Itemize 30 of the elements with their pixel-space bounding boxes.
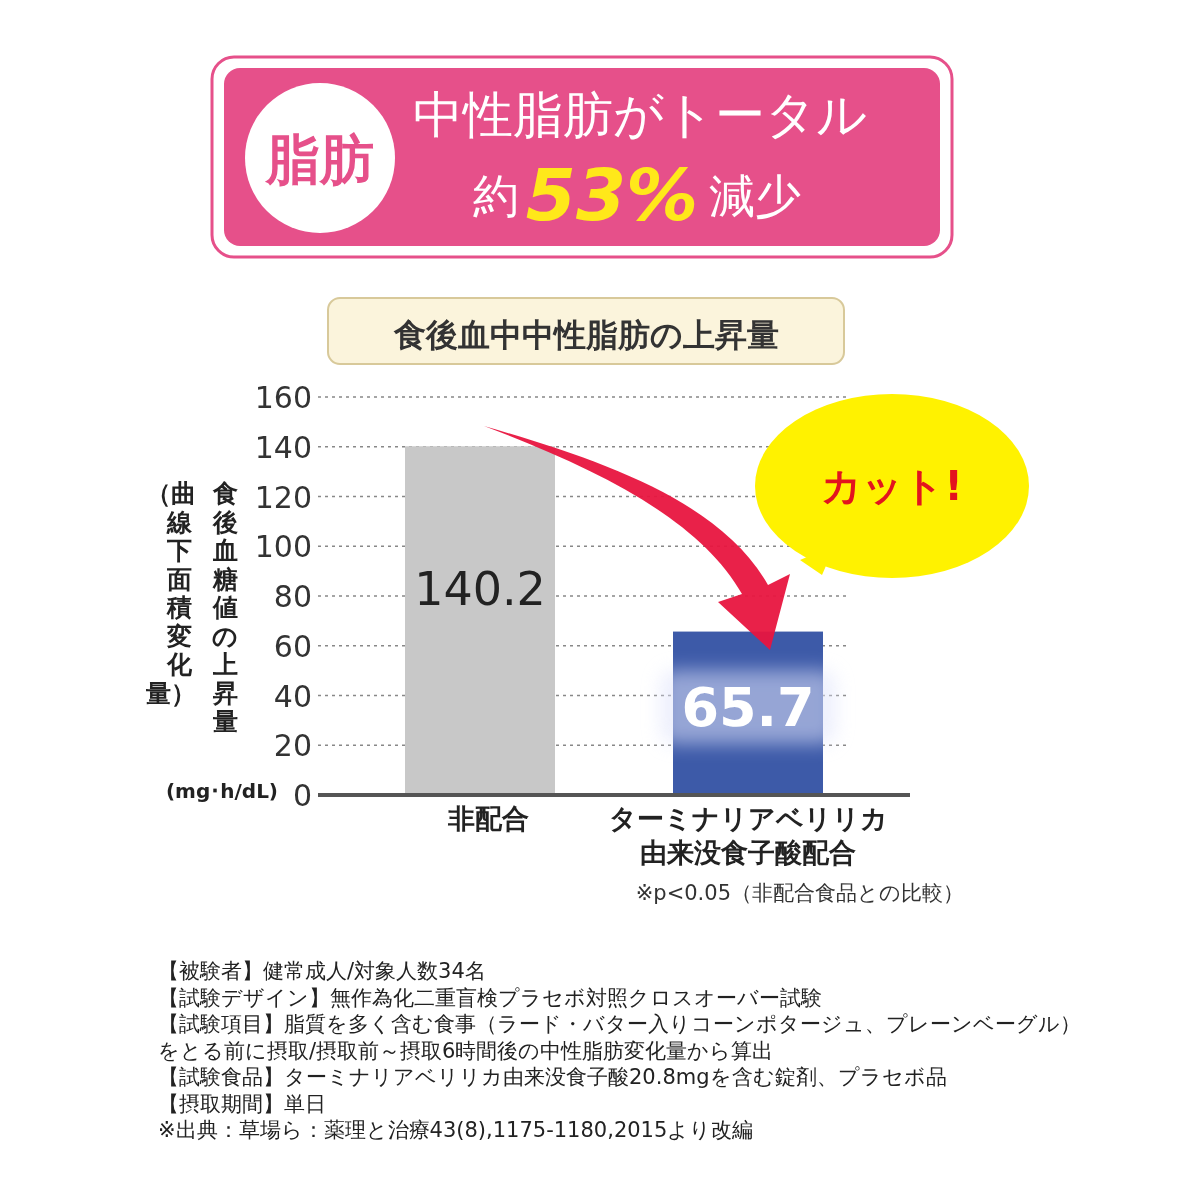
- y-tick-label: 80: [273, 579, 312, 614]
- text: 【摂取期間】単日: [158, 1091, 326, 1116]
- chart-title: 食後血中中性脂肪の上昇量: [392, 316, 779, 354]
- text: 食後血糖値の上昇量（曲線下面積変化量）: [146, 479, 238, 736]
- text: 脂肪: [264, 128, 374, 191]
- y-tick-label: 20: [273, 728, 312, 764]
- text: 【被験者】健常成人/対象人数34名: [158, 959, 486, 983]
- text: ※出典：草場ら：薬理と治療43(8),1175-1180,2015より改編: [158, 1118, 754, 1142]
- y-tick-label: 40: [273, 678, 312, 714]
- x-tick-label: ターミナリアベリリカ由来没食子酸配合: [608, 803, 888, 868]
- x-tick-label: 非配合: [446, 803, 529, 834]
- y-tick-label: 160: [254, 380, 312, 415]
- text: 【試験食品】ターミナリアベリリカ由来没食子酸20.8mgを含む錠剤、プラセボ品: [158, 1065, 947, 1089]
- y-tick-label: 120: [254, 479, 312, 515]
- text: 53%: [525, 153, 699, 237]
- text: 【試験項目】脂質を多く含む食事（ラード・バター入りコーンポタージュ、プレーンベーグル）: [158, 1012, 1081, 1036]
- text: をとる前に摂取/摂取前～摂取6時間後の中性脂肪変化量から算出: [158, 1038, 774, 1063]
- text: 約: [473, 169, 519, 223]
- text: 【試験デザイン】無作為化二重盲検プラセボ対照クロスオーバー試験: [158, 985, 822, 1010]
- text: 中性脂肪がトータル: [413, 86, 867, 144]
- y-tick-label: 140: [254, 429, 312, 465]
- y-tick-label: 0: [292, 778, 312, 813]
- data-label: 65.7: [681, 676, 815, 739]
- data-label: 140.2: [414, 562, 546, 616]
- text: ※p<0.05（非配合食品との比較）: [635, 881, 964, 905]
- y-tick-label: 100: [254, 529, 312, 565]
- annotation: カット!: [821, 463, 963, 509]
- y-tick-label: 60: [273, 628, 312, 664]
- text: (mg･h/dL): [165, 779, 279, 803]
- text: 減少: [709, 169, 801, 223]
